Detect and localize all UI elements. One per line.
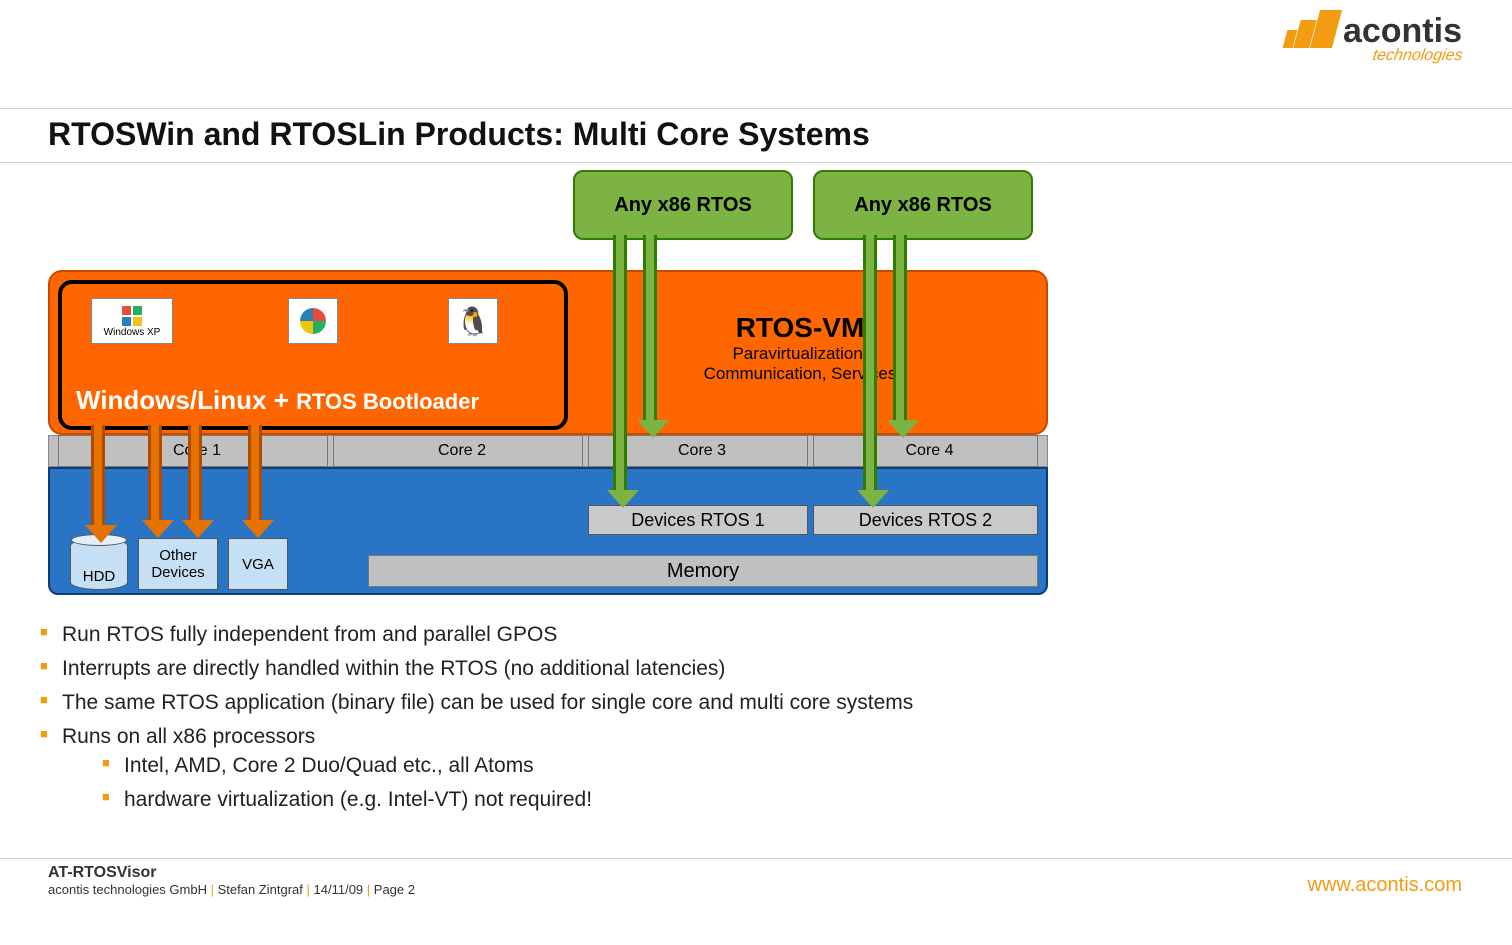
other-devices: Other Devices — [138, 538, 218, 590]
footer-company: acontis technologies GmbH — [48, 882, 207, 897]
orange-arrow-1 — [91, 425, 105, 525]
sub-bullet-1-text: Intel, AMD, Core 2 Duo/Quad etc., all At… — [124, 754, 534, 777]
orange-arrow-2 — [148, 425, 162, 520]
bullet-4-text: Runs on all x86 processors — [62, 725, 315, 748]
rtos-box-1-label: Any x86 RTOS — [614, 194, 751, 217]
hdd-device: HDD — [70, 538, 128, 590]
green-arrow-1 — [613, 235, 627, 490]
bullet-3-text: The same RTOS application (binary file) … — [62, 691, 913, 714]
core-2: Core 2 — [333, 435, 583, 467]
sub-bullet-2: hardware virtualization (e.g. Intel-VT) … — [102, 783, 1240, 817]
winxp-label: Windows XP — [104, 327, 161, 338]
footer-page: Page 2 — [374, 882, 415, 897]
core-4: Core 4 — [813, 435, 1038, 467]
footer-url: www.acontis.com — [1308, 874, 1463, 897]
bullet-2: Interrupts are directly handled within t… — [40, 652, 1240, 686]
orange-arrow-4 — [248, 425, 262, 520]
core-4-label: Core 4 — [905, 442, 953, 460]
core-2-label: Core 2 — [438, 442, 486, 460]
bullet-3: The same RTOS application (binary file) … — [40, 686, 1240, 720]
bullet-4: Runs on all x86 processors Intel, AMD, C… — [40, 720, 1240, 822]
logo-subtext: technologies — [1283, 47, 1464, 65]
footer: AT-RTOSVisor acontis technologies GmbH |… — [48, 864, 1462, 897]
rtos-box-2: Any x86 RTOS — [813, 170, 1033, 240]
windows-xp-icon: Windows XP — [91, 298, 173, 344]
windows-7-icon — [288, 298, 338, 344]
core-3-label: Core 3 — [678, 442, 726, 460]
footer-meta: acontis technologies GmbH | Stefan Zintg… — [48, 882, 1462, 897]
sub-bullet-2-text: hardware virtualization (e.g. Intel-VT) … — [124, 788, 592, 811]
rtos-vm-title: RTOS-VM Paravirtualization, Communicatio… — [610, 312, 990, 384]
footer-date: 14/11/09 — [314, 882, 364, 897]
vga-label: VGA — [242, 556, 274, 573]
gpos-label-sub: RTOS Bootloader — [296, 389, 479, 414]
other-devices-label: Other Devices — [151, 547, 204, 581]
rtos-vm-heading: RTOS-VM — [610, 312, 990, 344]
rtos-box-2-label: Any x86 RTOS — [854, 194, 991, 217]
title-divider-bottom — [0, 162, 1512, 163]
green-arrow-4 — [893, 235, 907, 420]
sub-bullet-1: Intel, AMD, Core 2 Duo/Quad etc., all At… — [102, 749, 1240, 783]
green-arrow-3 — [863, 235, 877, 490]
devices-rtos-1-label: Devices RTOS 1 — [631, 510, 764, 531]
green-arrow-2 — [643, 235, 657, 420]
brand-logo: acontis technologies — [1285, 10, 1463, 65]
bullet-1-text: Run RTOS fully independent from and para… — [62, 623, 557, 646]
gpos-label-main: Windows/Linux + — [76, 385, 296, 415]
logo-text: acontis — [1343, 12, 1462, 51]
title-divider-top — [0, 108, 1512, 109]
memory-bar: Memory — [368, 555, 1038, 587]
memory-label: Memory — [667, 560, 739, 583]
footer-author: Stefan Zintgraf — [218, 882, 303, 897]
devices-rtos-2: Devices RTOS 2 — [813, 505, 1038, 535]
rtos-box-1: Any x86 RTOS — [573, 170, 793, 240]
linux-tux-icon: 🐧 — [448, 298, 498, 344]
rtos-vm-subtitle: Paravirtualization, Communication, Servi… — [610, 344, 990, 384]
footer-divider — [0, 858, 1512, 859]
hdd-label: HDD — [71, 568, 127, 585]
page-title: RTOSWin and RTOSLin Products: Multi Core… — [48, 116, 870, 153]
devices-rtos-1: Devices RTOS 1 — [588, 505, 808, 535]
architecture-diagram: RTOS-VM Paravirtualization, Communicatio… — [48, 170, 1048, 600]
bullet-2-text: Interrupts are directly handled within t… — [62, 657, 725, 680]
footer-product: AT-RTOSVisor — [48, 864, 1462, 882]
gpos-bootloader-label: Windows/Linux + RTOS Bootloader — [76, 385, 479, 416]
orange-arrow-3 — [188, 425, 202, 520]
devices-rtos-2-label: Devices RTOS 2 — [859, 510, 992, 531]
feature-bullets: Run RTOS fully independent from and para… — [40, 618, 1240, 822]
vga-device: VGA — [228, 538, 288, 590]
bullet-1: Run RTOS fully independent from and para… — [40, 618, 1240, 652]
